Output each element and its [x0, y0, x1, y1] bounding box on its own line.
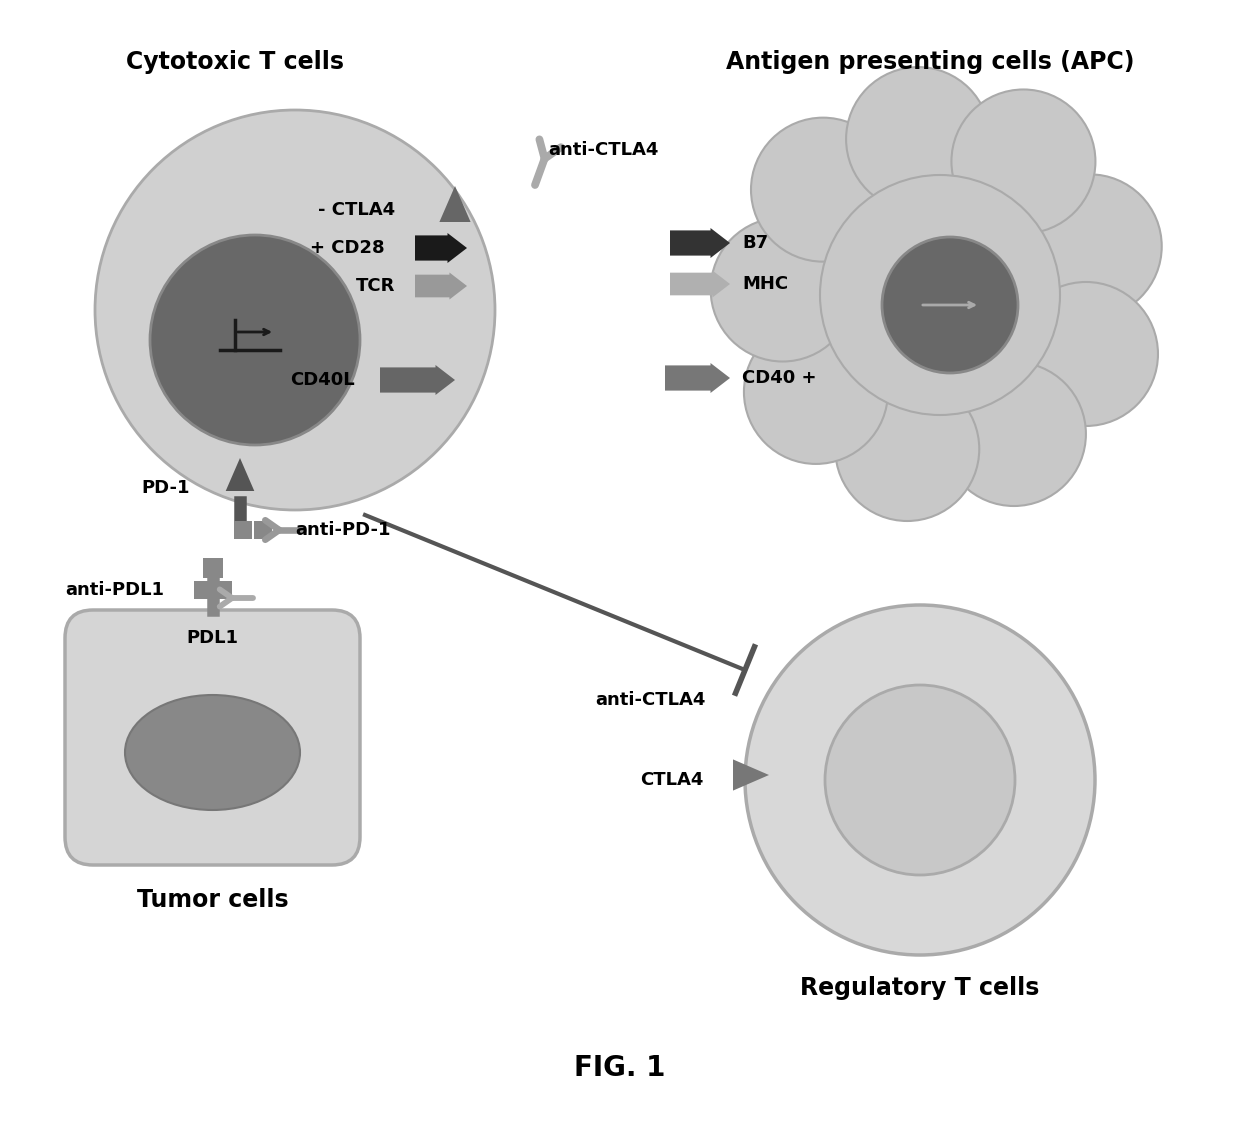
Circle shape — [820, 175, 1060, 416]
Text: CD40 +: CD40 + — [742, 369, 816, 387]
Bar — [202, 558, 222, 578]
Text: B7: B7 — [742, 234, 768, 252]
Polygon shape — [733, 759, 769, 791]
Polygon shape — [415, 232, 467, 263]
Circle shape — [745, 605, 1095, 955]
Text: TCR: TCR — [356, 277, 396, 295]
Polygon shape — [226, 458, 254, 491]
Text: + CD28: + CD28 — [310, 239, 384, 257]
Text: MHC: MHC — [742, 275, 789, 293]
FancyBboxPatch shape — [64, 610, 360, 865]
Circle shape — [751, 118, 895, 262]
Circle shape — [744, 320, 888, 464]
Text: anti-CTLA4: anti-CTLA4 — [548, 141, 658, 159]
Text: anti-CTLA4: anti-CTLA4 — [595, 691, 706, 709]
Polygon shape — [439, 186, 471, 222]
Bar — [254, 521, 272, 539]
Text: PDL1: PDL1 — [186, 629, 238, 647]
Polygon shape — [415, 273, 467, 300]
Text: Antigen presenting cells (APC): Antigen presenting cells (APC) — [725, 51, 1135, 74]
Text: anti-PDL1: anti-PDL1 — [64, 581, 164, 599]
Text: - CTLA4: - CTLA4 — [317, 201, 396, 219]
Text: FIG. 1: FIG. 1 — [574, 1054, 666, 1081]
Circle shape — [836, 377, 980, 521]
Circle shape — [942, 362, 1086, 506]
Text: Regulatory T cells: Regulatory T cells — [800, 976, 1039, 999]
Polygon shape — [670, 271, 730, 298]
Text: CTLA4: CTLA4 — [640, 772, 703, 789]
Polygon shape — [665, 363, 730, 393]
Polygon shape — [670, 228, 730, 258]
Text: PD-1: PD-1 — [141, 480, 190, 497]
Text: anti-PD-1: anti-PD-1 — [295, 521, 391, 539]
Polygon shape — [379, 365, 455, 395]
Circle shape — [825, 685, 1016, 875]
Circle shape — [846, 67, 990, 211]
Text: Tumor cells: Tumor cells — [138, 888, 289, 912]
Circle shape — [95, 110, 495, 510]
Text: Cytotoxic T cells: Cytotoxic T cells — [126, 51, 343, 74]
Circle shape — [1014, 282, 1158, 426]
Bar — [193, 581, 212, 599]
Circle shape — [1018, 174, 1162, 318]
Ellipse shape — [125, 695, 300, 810]
Text: CD40L: CD40L — [290, 371, 355, 389]
Bar — [234, 521, 252, 539]
Circle shape — [150, 235, 360, 445]
Circle shape — [882, 237, 1018, 373]
Bar — [215, 581, 232, 599]
Circle shape — [711, 218, 854, 362]
Circle shape — [951, 90, 1095, 234]
